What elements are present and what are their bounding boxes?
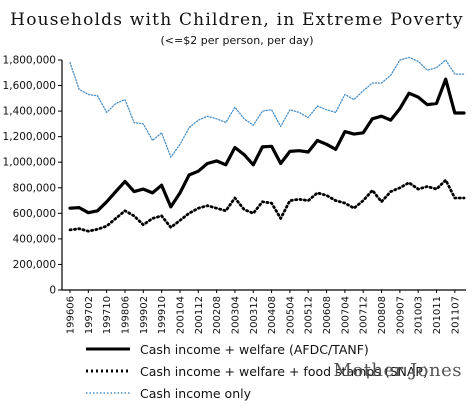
x-tick-label: 200704 [340,296,351,334]
chart-title: Households with Children, in Extreme Pov… [10,10,464,30]
legend-swatch-dotted [86,369,130,373]
y-tick-label: 1,200,000 [3,131,56,143]
x-tick-label: 200808 [377,296,388,334]
y-tick-label: 200,000 [13,259,56,271]
x-tick-label: 200512 [304,296,315,334]
x-tick-label: 201107 [450,296,461,334]
x-tick-label: 199702 [84,296,95,334]
legend-item-cash-only: Cash income only [86,382,428,404]
legend-item-snap: Cash income + welfare + food stamps (SNA… [86,360,428,382]
x-tick-label: 199806 [120,296,131,334]
axes [61,60,466,291]
series-line-2 [69,56,465,158]
mother-jones-logo: Mother Jones [333,360,462,381]
x-tick-label: 200312 [249,296,260,334]
legend-label-afdc-tanf: Cash income + welfare (AFDC/TANF) [140,341,369,357]
x-tick-label: 200408 [267,296,278,334]
x-tick-label: 200504 [285,296,296,334]
series-lines [68,56,466,233]
y-tick-label: 0 [49,285,56,297]
x-tick-label: 199902 [139,296,150,334]
y-tick-label: 1,000,000 [3,157,56,169]
x-tick-label: 200907 [395,296,406,334]
legend-label-snap: Cash income + welfare + food stamps (SNA… [140,363,428,379]
x-tick-label: 201003 [414,296,425,334]
legend-item-afdc-tanf: Cash income + welfare (AFDC/TANF) [86,338,428,360]
x-tick-label: 200304 [230,296,241,334]
series-line-1 [68,178,466,233]
y-tick-label: 800,000 [13,182,56,194]
y-tick-label: 400,000 [13,233,56,245]
x-tick-label: 200712 [359,296,370,334]
y-axis-ticks: 0 200,000 400,000 600,000 800,000 1,000,000 1,… [3,55,62,297]
x-axis-ticks: 199606 199702 199710 199806 199902 199910 2001… [66,290,461,334]
x-tick-label: 199910 [157,296,168,334]
x-tick-label: 200208 [212,296,223,334]
series-line-0 [68,77,466,215]
x-tick-label: 200112 [194,296,205,334]
legend-swatch-blue-dotted [86,392,130,394]
legend: Cash income + welfare (AFDC/TANF) Cash i… [86,338,428,404]
y-tick-label: 600,000 [13,208,56,220]
x-tick-label: 199710 [102,296,113,334]
chart-subtitle: (<=$2 per person, per day) [160,34,314,47]
x-tick-label: 200608 [322,296,333,334]
x-tick-label: 199606 [66,296,77,334]
legend-swatch-solid [86,347,130,351]
x-tick-label: 200104 [175,296,186,334]
y-tick-label: 1,800,000 [3,55,56,67]
y-tick-label: 1,400,000 [3,106,56,118]
legend-label-cash-only: Cash income only [140,385,251,401]
y-tick-label: 1,600,000 [3,80,56,92]
x-tick-label: 201011 [432,296,443,334]
